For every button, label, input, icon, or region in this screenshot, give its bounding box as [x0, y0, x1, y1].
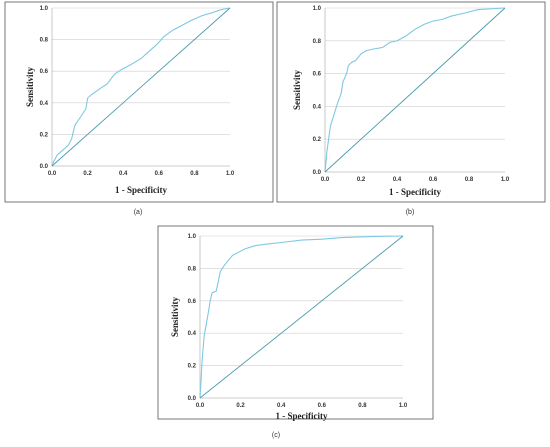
y-axis-title: Sensitivity — [170, 297, 180, 338]
reference-diagonal — [324, 7, 506, 173]
x-tick-label: 0.4 — [393, 177, 402, 183]
y-tick-label: 0.0 — [40, 164, 49, 170]
panel-caption: (b) — [406, 209, 415, 216]
y-tick-label: 0.0 — [313, 170, 322, 176]
reference-diagonal — [51, 7, 231, 167]
x-tick-label: 0.0 — [321, 177, 330, 183]
y-tick-label: 1.0 — [40, 6, 49, 12]
y-tick-label: 0.8 — [188, 266, 197, 272]
roc-panel-c: 0.0 0.2 0.4 0.6 0.8 1.0 0.0 0.2 0.4 0.6 0.8 1.0 1 - … — [157, 225, 434, 421]
roc-curve — [199, 235, 404, 399]
y-tick-label: 0.2 — [188, 364, 197, 370]
y-tick-label: 0.6 — [40, 69, 49, 75]
x-axis-title: 1 - Specificity — [389, 187, 441, 197]
x-tick-label: 0.4 — [119, 171, 128, 177]
x-tick-label: 1.0 — [226, 171, 235, 177]
x-tick-label: 0.6 — [155, 171, 164, 177]
x-axis-title: 1 - Specificity — [276, 411, 328, 421]
x-tick-label: 0.6 — [318, 403, 327, 409]
y-axis-title: Sensitivity — [25, 67, 35, 108]
roc-panel-a: 0.0 0.2 0.4 0.6 0.8 1.0 0.0 0.2 0.4 0.6 0.8 1.0 1 - … — [4, 1, 274, 203]
x-tick-label: 1.0 — [501, 177, 510, 183]
reference-diagonal — [199, 235, 404, 399]
y-tick-label: 0.2 — [313, 137, 322, 143]
panel-caption: (c) — [272, 432, 280, 439]
roc-curve — [324, 7, 506, 173]
panel-frame — [4, 1, 274, 203]
y-tick-label: 0.0 — [188, 396, 197, 402]
y-axis-title: Sensitivity — [292, 70, 302, 111]
x-tick-label: 0.8 — [190, 171, 199, 177]
y-tick-label: 0.4 — [40, 101, 49, 107]
roc-curve — [51, 7, 231, 167]
x-tick-label: 0.8 — [465, 177, 474, 183]
x-tick-label: 0.4 — [277, 403, 286, 409]
x-tick-label: 0.0 — [196, 403, 205, 409]
x-tick-label: 1.0 — [399, 403, 408, 409]
y-tick-label: 0.4 — [188, 331, 197, 337]
panel-frame — [157, 225, 434, 420]
y-tick-label: 0.8 — [313, 39, 322, 45]
y-tick-label: 0.4 — [313, 104, 322, 110]
y-tick-label: 1.0 — [188, 234, 197, 240]
y-tick-label: 0.6 — [188, 299, 197, 305]
panel-frame — [276, 1, 546, 203]
roc-panel-b: 0.0 0.2 0.4 0.6 0.8 1.0 0.0 0.2 0.4 0.6 0.8 1.0 1 - … — [276, 1, 546, 203]
panel-caption: (a) — [134, 209, 143, 216]
x-tick-label: 0.0 — [48, 171, 57, 177]
y-tick-label: 0.2 — [40, 132, 49, 138]
y-tick-label: 1.0 — [313, 6, 322, 12]
x-tick-label: 0.2 — [357, 177, 366, 183]
x-tick-label: 0.2 — [83, 171, 92, 177]
x-tick-label: 0.6 — [429, 177, 438, 183]
x-tick-label: 0.8 — [358, 403, 367, 409]
x-tick-label: 0.2 — [236, 403, 245, 409]
y-tick-label: 0.8 — [40, 38, 49, 44]
y-tick-label: 0.6 — [313, 72, 322, 78]
x-axis-title: 1 - Specificity — [115, 185, 167, 195]
